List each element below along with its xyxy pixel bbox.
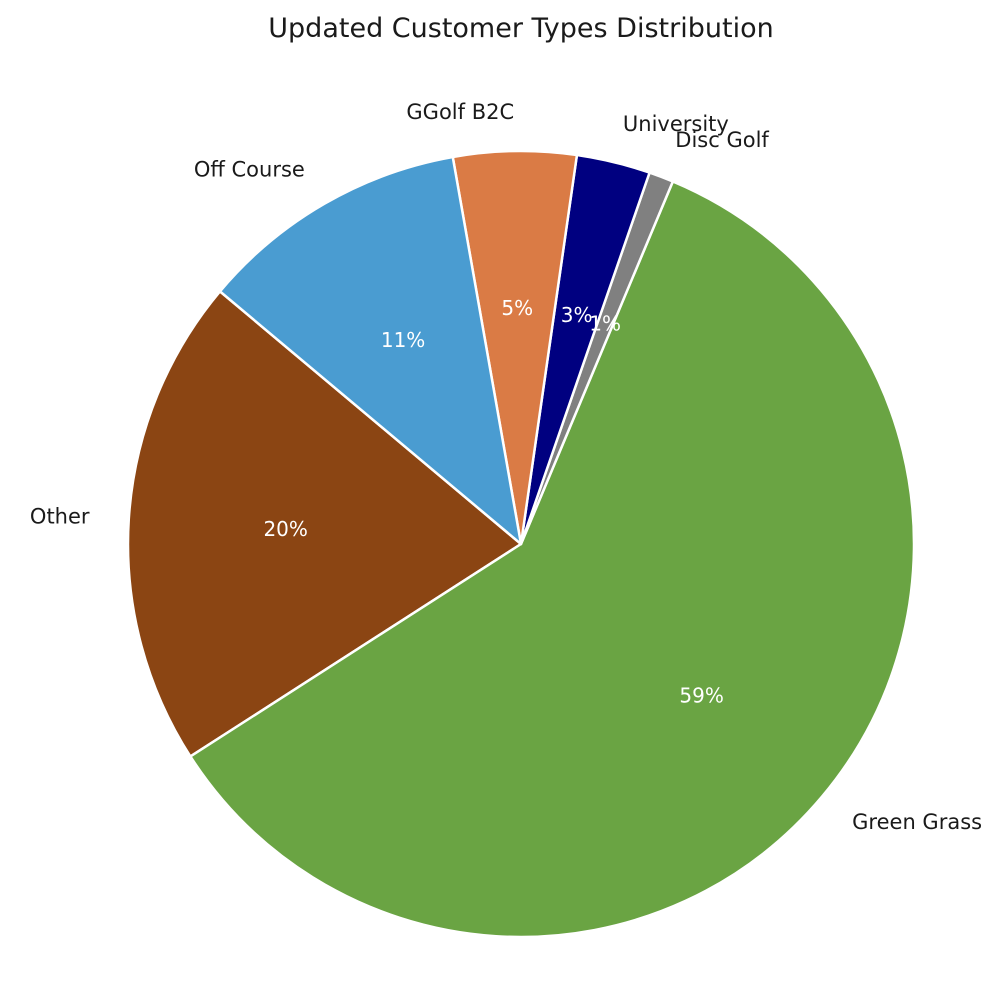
slice-label-other: Other (30, 505, 90, 529)
slice-percent-university: 3% (561, 303, 593, 327)
slice-label-disc-golf: Disc Golf (675, 128, 769, 152)
slice-percent-green-grass: 59% (679, 684, 723, 708)
pie-labels: Other 20% Green Grass 59% Disc Golf 1% Univers… (30, 100, 982, 834)
slice-label-green-grass: Green Grass (852, 810, 982, 834)
chart-title: Updated Customer Types Distribution (268, 13, 773, 44)
slice-label-off-course: Off Course (194, 158, 305, 182)
pie-slices (126, 149, 916, 939)
slice-percent-ggolf-b2c: 5% (501, 296, 533, 320)
slice-percent-off-course: 11% (381, 328, 425, 352)
pie-slice-off-course (218, 155, 523, 546)
slice-percent-disc-golf: 1% (589, 312, 621, 336)
slice-label-university: University (623, 112, 729, 136)
slice-label-ggolf-b2c: GGolf B2C (406, 100, 514, 124)
pie-slice-green-grass (189, 180, 916, 939)
pie-slice-other (126, 290, 523, 758)
slice-percent-other: 20% (263, 517, 307, 541)
